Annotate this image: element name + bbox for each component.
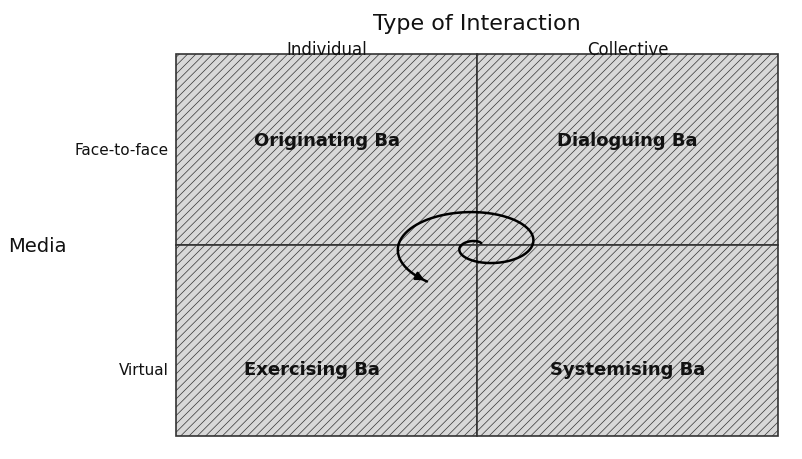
- Text: Face-to-face: Face-to-face: [75, 143, 168, 158]
- Bar: [477, 246, 778, 436]
- Text: Individual: Individual: [286, 41, 367, 59]
- Text: Exercising Ba: Exercising Ba: [244, 360, 379, 378]
- Text: Systemising Ba: Systemising Ba: [550, 360, 705, 378]
- Text: Type of Interaction: Type of Interaction: [373, 14, 581, 34]
- Text: Media: Media: [8, 236, 67, 255]
- Text: Collective: Collective: [587, 41, 668, 59]
- Text: Virtual: Virtual: [119, 362, 168, 377]
- Bar: [176, 55, 477, 246]
- Bar: [176, 246, 477, 436]
- Text: Dialoguing Ba: Dialoguing Ba: [557, 132, 698, 150]
- Text: Originating Ba: Originating Ba: [253, 132, 400, 150]
- Bar: [477, 55, 778, 246]
